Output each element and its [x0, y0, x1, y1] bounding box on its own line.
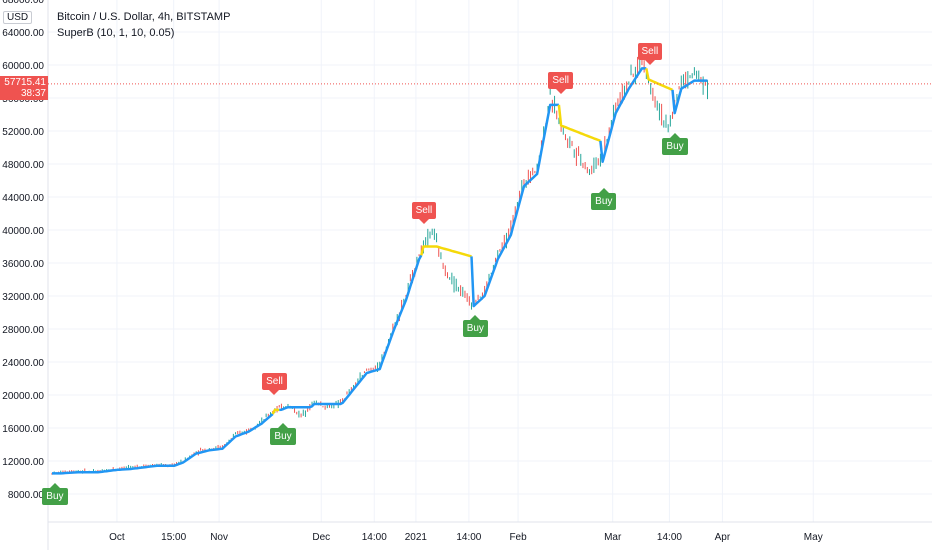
y-tick-label: 48000.00: [2, 160, 44, 171]
buy-signal-label: Buy: [270, 423, 296, 446]
y-tick-label: 44000.00: [2, 193, 44, 204]
sell-signal-label: Sell: [411, 201, 437, 224]
y-tick-label: 64000.00: [2, 28, 44, 39]
last-price-tag: 57715.41 38:37: [0, 75, 48, 100]
trend-line-up: [671, 79, 708, 115]
y-tick-label: 24000.00: [2, 358, 44, 369]
x-tick-label: Mar: [604, 532, 622, 543]
x-tick-label: May: [804, 532, 823, 543]
x-tick-label: 2021: [405, 532, 428, 543]
currency-label[interactable]: USD: [3, 11, 33, 24]
y-tick-label: 12000.00: [2, 457, 44, 468]
trend-line-down: [557, 104, 601, 143]
x-tick-label: Nov: [210, 532, 228, 543]
buy-signal-label: Buy: [462, 315, 488, 338]
buy-signal-label: Buy: [591, 187, 617, 210]
bar-countdown: 38:37: [20, 87, 46, 99]
y-tick-label: 68000.00: [2, 0, 44, 6]
buy-signal-label: Buy: [662, 133, 688, 156]
x-tick-label: Oct: [109, 532, 125, 543]
y-tick-label: 36000.00: [2, 259, 44, 270]
trend-line-down: [420, 245, 472, 258]
trend-line-up: [470, 103, 559, 308]
sell-signal-label: Sell: [262, 373, 287, 396]
sell-signal-label: Sell: [548, 72, 574, 95]
trend-line-down: [645, 68, 673, 92]
trend-line-up: [599, 67, 647, 164]
trend-line-up: [279, 254, 423, 412]
y-tick-label: 52000.00: [2, 127, 44, 138]
y-tick-label: 32000.00: [2, 292, 44, 303]
y-tick-label: 28000.00: [2, 325, 44, 336]
y-tick-label: 20000.00: [2, 391, 44, 402]
y-tick-label: 40000.00: [2, 226, 44, 237]
indicator-legend[interactable]: SuperB (10, 1, 10, 0.05): [57, 27, 175, 39]
x-tick-label: 14:00: [362, 532, 387, 543]
x-tick-label: 15:00: [161, 532, 186, 543]
chart-title: Bitcoin / U.S. Dollar, 4h, BITSTAMP: [57, 11, 231, 23]
candles: [51, 53, 708, 475]
buy-signal-label: Buy: [42, 482, 68, 505]
x-tick-label: Feb: [509, 532, 527, 543]
x-tick-label: Dec: [312, 532, 330, 543]
y-tick-label: 8000.00: [8, 490, 45, 501]
x-tick-label: 14:00: [456, 532, 481, 543]
y-tick-label: 60000.00: [2, 61, 44, 72]
y-tick-label: 16000.00: [2, 424, 44, 435]
trend-line-up: [52, 413, 274, 475]
sell-signal-label: Sell: [637, 43, 663, 66]
x-tick-label: 14:00: [657, 532, 682, 543]
x-tick-label: Apr: [715, 532, 731, 543]
last-price-value: 57715.41: [4, 76, 46, 88]
trend-line-down: [271, 408, 280, 415]
